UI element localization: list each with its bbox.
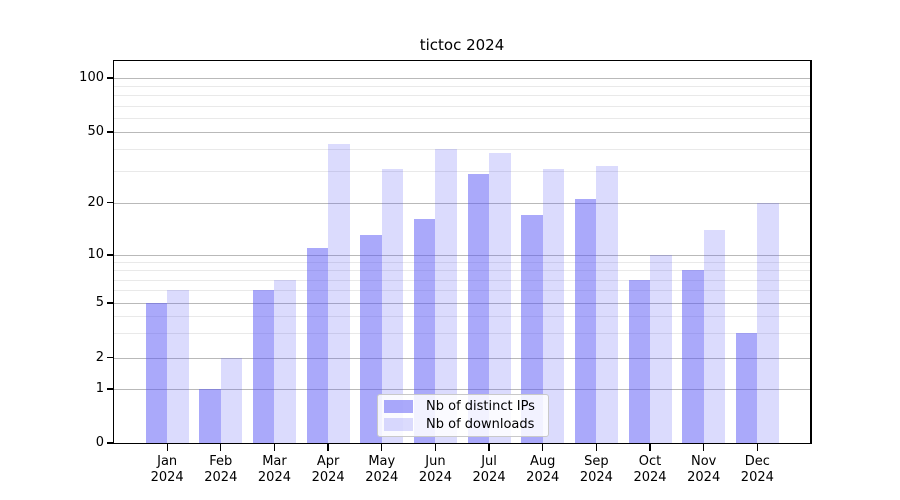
- x-tick-label: Feb 2024: [204, 454, 238, 485]
- bar-downloads: [757, 202, 779, 443]
- legend-item: Nb of downloads: [384, 417, 540, 432]
- x-tick-mark: [166, 444, 168, 451]
- bar-distinct-ips: [735, 333, 758, 443]
- bar-distinct-ips: [252, 290, 275, 443]
- x-tick-mark: [756, 444, 758, 451]
- y-gridline: [113, 279, 811, 281]
- y-tick-label: 5: [95, 295, 104, 310]
- bar-downloads: [381, 168, 404, 443]
- chart-title: tictoc 2024: [419, 36, 505, 54]
- y-gridline: [113, 149, 811, 151]
- bar-downloads: [650, 255, 672, 443]
- legend-label: Nb of distinct IPs: [426, 399, 535, 415]
- bar-downloads: [703, 229, 726, 443]
- y-gridline: [113, 316, 811, 318]
- y-tick-mark: [106, 77, 114, 79]
- x-tick-label: Mar 2024: [257, 454, 291, 485]
- x-tick-label: Nov 2024: [687, 454, 721, 485]
- spine-top: [113, 59, 812, 61]
- y-gridline: [113, 262, 811, 264]
- y-tick-mark: [106, 254, 114, 256]
- y-gridline: [113, 95, 811, 97]
- bar-distinct-ips: [199, 389, 221, 443]
- bar-downloads: [274, 279, 296, 443]
- plot-area: [113, 60, 811, 443]
- legend-label: Nb of downloads: [426, 416, 535, 432]
- y-tick-mark: [106, 201, 114, 204]
- x-tick-mark: [649, 444, 651, 451]
- y-tick-label: 10: [87, 247, 104, 262]
- x-tick-mark: [542, 444, 544, 451]
- bar-downloads: [489, 153, 511, 443]
- y-gridline: [113, 255, 811, 256]
- y-gridline: [113, 303, 811, 304]
- y-gridline: [113, 105, 811, 107]
- x-tick-label: Oct 2024: [633, 454, 667, 485]
- bar-distinct-ips: [467, 173, 490, 443]
- x-tick-mark: [488, 444, 490, 451]
- bar-downloads: [596, 166, 618, 443]
- y-tick-mark: [106, 356, 114, 359]
- y-tick-label: 20: [87, 194, 104, 210]
- bar-distinct-ips: [306, 247, 329, 443]
- y-tick-label: 1: [95, 381, 104, 396]
- x-tick-label: Aug 2024: [526, 454, 560, 485]
- x-tick-label: Sep 2024: [579, 454, 613, 485]
- bar-distinct-ips: [628, 279, 651, 443]
- bar-distinct-ips: [682, 270, 704, 443]
- bar-distinct-ips: [574, 198, 597, 443]
- x-tick-label: Jun 2024: [418, 454, 452, 485]
- y-gridline: [113, 86, 811, 88]
- legend: Nb of distinct IPs Nb of downloads: [377, 394, 549, 437]
- bar-downloads: [167, 290, 189, 443]
- y-tick-label: 0: [95, 435, 104, 450]
- y-gridline: [113, 132, 811, 133]
- legend-item: Nb of distinct IPs: [384, 399, 540, 414]
- bar-distinct-ips: [521, 214, 543, 443]
- y-gridline: [113, 357, 811, 359]
- x-tick-mark: [273, 444, 276, 451]
- legend-swatch-distinct-ips: [384, 400, 413, 414]
- y-gridline: [113, 389, 811, 390]
- y-gridline: [113, 333, 811, 335]
- x-tick-label: May 2024: [365, 454, 399, 485]
- y-tick-mark: [106, 131, 114, 133]
- legend-swatch-downloads: [384, 417, 413, 431]
- x-tick-mark: [434, 444, 437, 451]
- bar-distinct-ips: [413, 219, 436, 443]
- y-tick-label: 100: [79, 70, 104, 85]
- x-tick-mark: [327, 444, 329, 451]
- x-tick-label: Jul 2024: [472, 454, 506, 485]
- spine-bottom: [113, 442, 812, 445]
- bar-distinct-ips: [360, 235, 382, 443]
- x-tick-label: Jan 2024: [150, 454, 184, 485]
- y-tick-mark: [106, 302, 114, 304]
- bar-distinct-ips: [145, 303, 168, 443]
- x-tick-label: Apr 2024: [311, 454, 345, 485]
- y-tick-mark: [106, 388, 114, 390]
- y-gridline: [113, 78, 811, 79]
- y-tick-mark: [106, 442, 114, 444]
- x-tick-mark: [381, 444, 383, 451]
- y-gridline: [113, 290, 811, 292]
- bar-downloads: [328, 143, 350, 443]
- x-tick-mark: [220, 444, 222, 451]
- x-tick-mark: [703, 444, 705, 451]
- y-gridline: [113, 270, 811, 272]
- bar-downloads: [542, 168, 565, 443]
- y-gridline: [113, 171, 811, 173]
- y-gridline: [113, 202, 811, 204]
- bar-downloads: [220, 357, 243, 443]
- x-tick-mark: [595, 444, 598, 451]
- y-tick-label: 2: [95, 349, 104, 365]
- bar-downloads: [435, 149, 457, 443]
- y-gridline: [113, 117, 811, 119]
- y-tick-label: 50: [87, 124, 104, 139]
- spine-right: [810, 59, 812, 444]
- spine-left: [113, 59, 115, 444]
- x-tick-label: Dec 2024: [740, 454, 774, 485]
